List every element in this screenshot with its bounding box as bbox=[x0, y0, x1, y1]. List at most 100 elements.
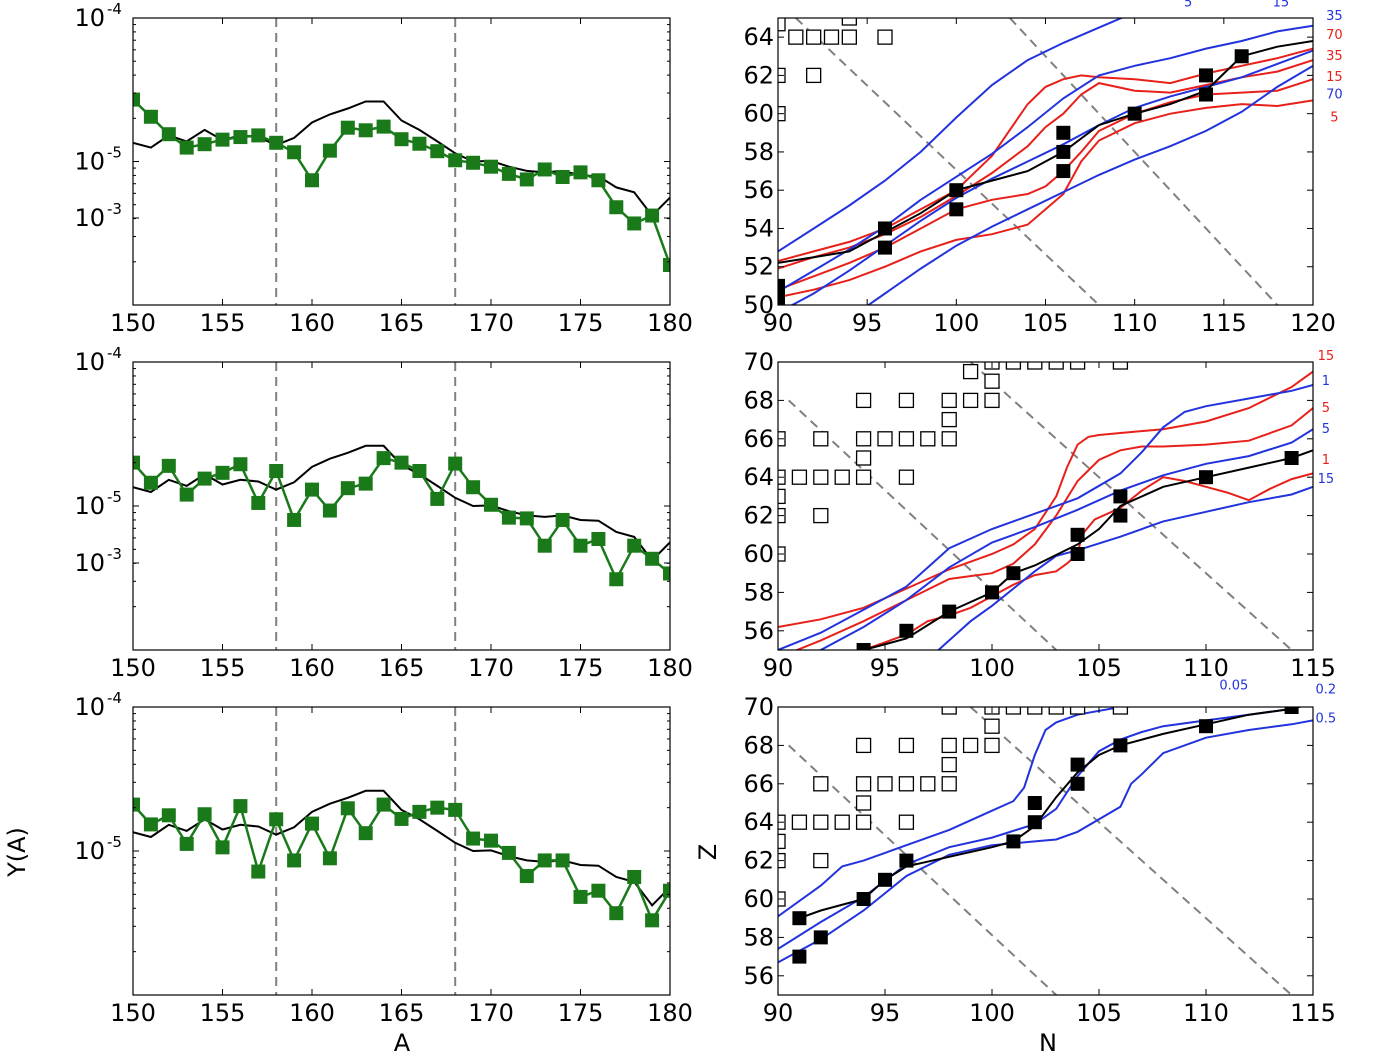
blue-contour-line bbox=[790, 49, 1313, 305]
y-axis-label-z: Z bbox=[694, 844, 722, 860]
y-tick-label: 66 bbox=[743, 425, 774, 453]
y-tick-label: 58 bbox=[743, 923, 774, 951]
data-point bbox=[591, 883, 606, 898]
data-point bbox=[645, 913, 660, 928]
contour-label: 0.5 bbox=[1315, 711, 1336, 726]
x-tick-label: 105 bbox=[1076, 654, 1122, 682]
x-tick-label: 175 bbox=[558, 654, 604, 682]
x-tick-label: 160 bbox=[289, 999, 335, 1027]
y-tick-label: 60 bbox=[743, 885, 774, 913]
x-tick-label: 110 bbox=[1183, 999, 1229, 1027]
data-point bbox=[555, 512, 570, 527]
x-tick-label: 175 bbox=[558, 309, 604, 337]
stable-nucleus-square bbox=[898, 814, 915, 830]
y-tick-label: 64 bbox=[743, 23, 774, 51]
x-tick-label: 170 bbox=[468, 309, 514, 337]
data-point bbox=[305, 482, 319, 497]
waiting-point-square bbox=[1127, 106, 1142, 121]
data-point bbox=[412, 464, 427, 479]
data-point bbox=[663, 883, 670, 898]
waiting-point-square bbox=[949, 183, 964, 198]
waiting-point-square bbox=[1113, 489, 1128, 504]
y-tick-label: 56 bbox=[743, 176, 774, 204]
data-point bbox=[519, 511, 534, 526]
waiting-point-square bbox=[1070, 757, 1085, 772]
waiting-point-square bbox=[1284, 451, 1299, 465]
x-tick-label: 95 bbox=[852, 309, 883, 337]
stable-nucleus-square bbox=[962, 392, 979, 409]
data-point bbox=[573, 165, 588, 180]
stable-nucleus-square bbox=[813, 507, 829, 524]
waiting-point-square bbox=[856, 643, 871, 650]
waiting-point-square bbox=[1006, 566, 1021, 581]
data-point bbox=[627, 538, 642, 553]
x-tick-label: 115 bbox=[1201, 309, 1247, 337]
stable-nucleus-square bbox=[806, 29, 822, 45]
data-point bbox=[501, 845, 516, 860]
data-point bbox=[269, 464, 284, 479]
data-point bbox=[609, 200, 624, 215]
data-point bbox=[358, 123, 373, 138]
y-tick-exponent: -4 bbox=[107, 0, 122, 18]
y-tick-label: 70 bbox=[743, 348, 774, 376]
x-axis-label-n: N bbox=[1039, 1029, 1057, 1057]
stable-nucleus-square bbox=[1005, 362, 1022, 370]
dashed-diagonal-line bbox=[969, 362, 1293, 650]
waiting-point-square bbox=[778, 278, 785, 293]
stable-nucleus-square bbox=[778, 18, 786, 32]
stable-nucleus-square bbox=[855, 795, 872, 811]
data-point bbox=[519, 869, 534, 884]
x-tick-label: 95 bbox=[870, 999, 901, 1027]
waiting-point-square bbox=[878, 240, 892, 255]
data-point bbox=[573, 889, 588, 904]
stable-nucleus-square bbox=[1027, 362, 1043, 370]
y-tick-label: 10 bbox=[74, 348, 105, 376]
contour-label: 5 bbox=[1330, 110, 1338, 125]
data-point bbox=[555, 169, 570, 184]
data-point bbox=[501, 166, 516, 181]
waiting-point-square bbox=[1199, 719, 1213, 734]
data-point bbox=[430, 144, 445, 159]
data-point bbox=[448, 802, 463, 817]
stable-nucleus-square bbox=[941, 411, 957, 428]
waiting-point-square bbox=[899, 623, 914, 638]
data-point bbox=[143, 475, 158, 490]
waiting-point-square bbox=[1027, 815, 1042, 830]
waiting-point-square bbox=[792, 911, 807, 926]
y-tick-label: 56 bbox=[743, 962, 774, 990]
stable-nucleus-square bbox=[898, 431, 915, 447]
waiting-point-square bbox=[878, 872, 892, 887]
stable-nucleus-square bbox=[788, 29, 804, 45]
data-point bbox=[412, 804, 427, 819]
waiting-point-square bbox=[942, 604, 957, 619]
x-tick-label: 150 bbox=[110, 309, 156, 337]
y-tick-exponent: -5 bbox=[107, 833, 122, 851]
contour-label: 70 bbox=[1326, 28, 1343, 43]
data-point bbox=[161, 127, 176, 142]
data-point bbox=[627, 216, 642, 231]
x-tick-label: 115 bbox=[1290, 654, 1336, 682]
data-point bbox=[233, 457, 248, 472]
waiting-point-square bbox=[878, 221, 892, 236]
axes-frame bbox=[777, 361, 1314, 651]
y-tick-label: 10 bbox=[74, 549, 105, 577]
contour-label: 15 bbox=[1318, 349, 1335, 364]
x-tick-label: 170 bbox=[468, 654, 514, 682]
waiting-point-square bbox=[1199, 87, 1213, 102]
contour-label: 5 bbox=[1322, 422, 1330, 437]
stable-nucleus-square bbox=[1005, 707, 1022, 715]
data-point bbox=[233, 130, 248, 145]
data-point bbox=[537, 162, 552, 177]
stable-nucleus-square bbox=[898, 469, 915, 485]
waiting-point-square bbox=[1199, 68, 1213, 83]
contour-label: 15 bbox=[1318, 472, 1335, 487]
contour-label: 1 bbox=[1322, 374, 1330, 389]
stable-nucleus-square bbox=[984, 373, 1000, 389]
x-tick-label: 110 bbox=[1112, 309, 1158, 337]
data-point bbox=[394, 132, 409, 147]
data-point bbox=[251, 495, 266, 510]
axes-frame bbox=[132, 706, 671, 996]
x-tick-label: 105 bbox=[1023, 309, 1069, 337]
stable-nucleus-square bbox=[823, 29, 840, 45]
